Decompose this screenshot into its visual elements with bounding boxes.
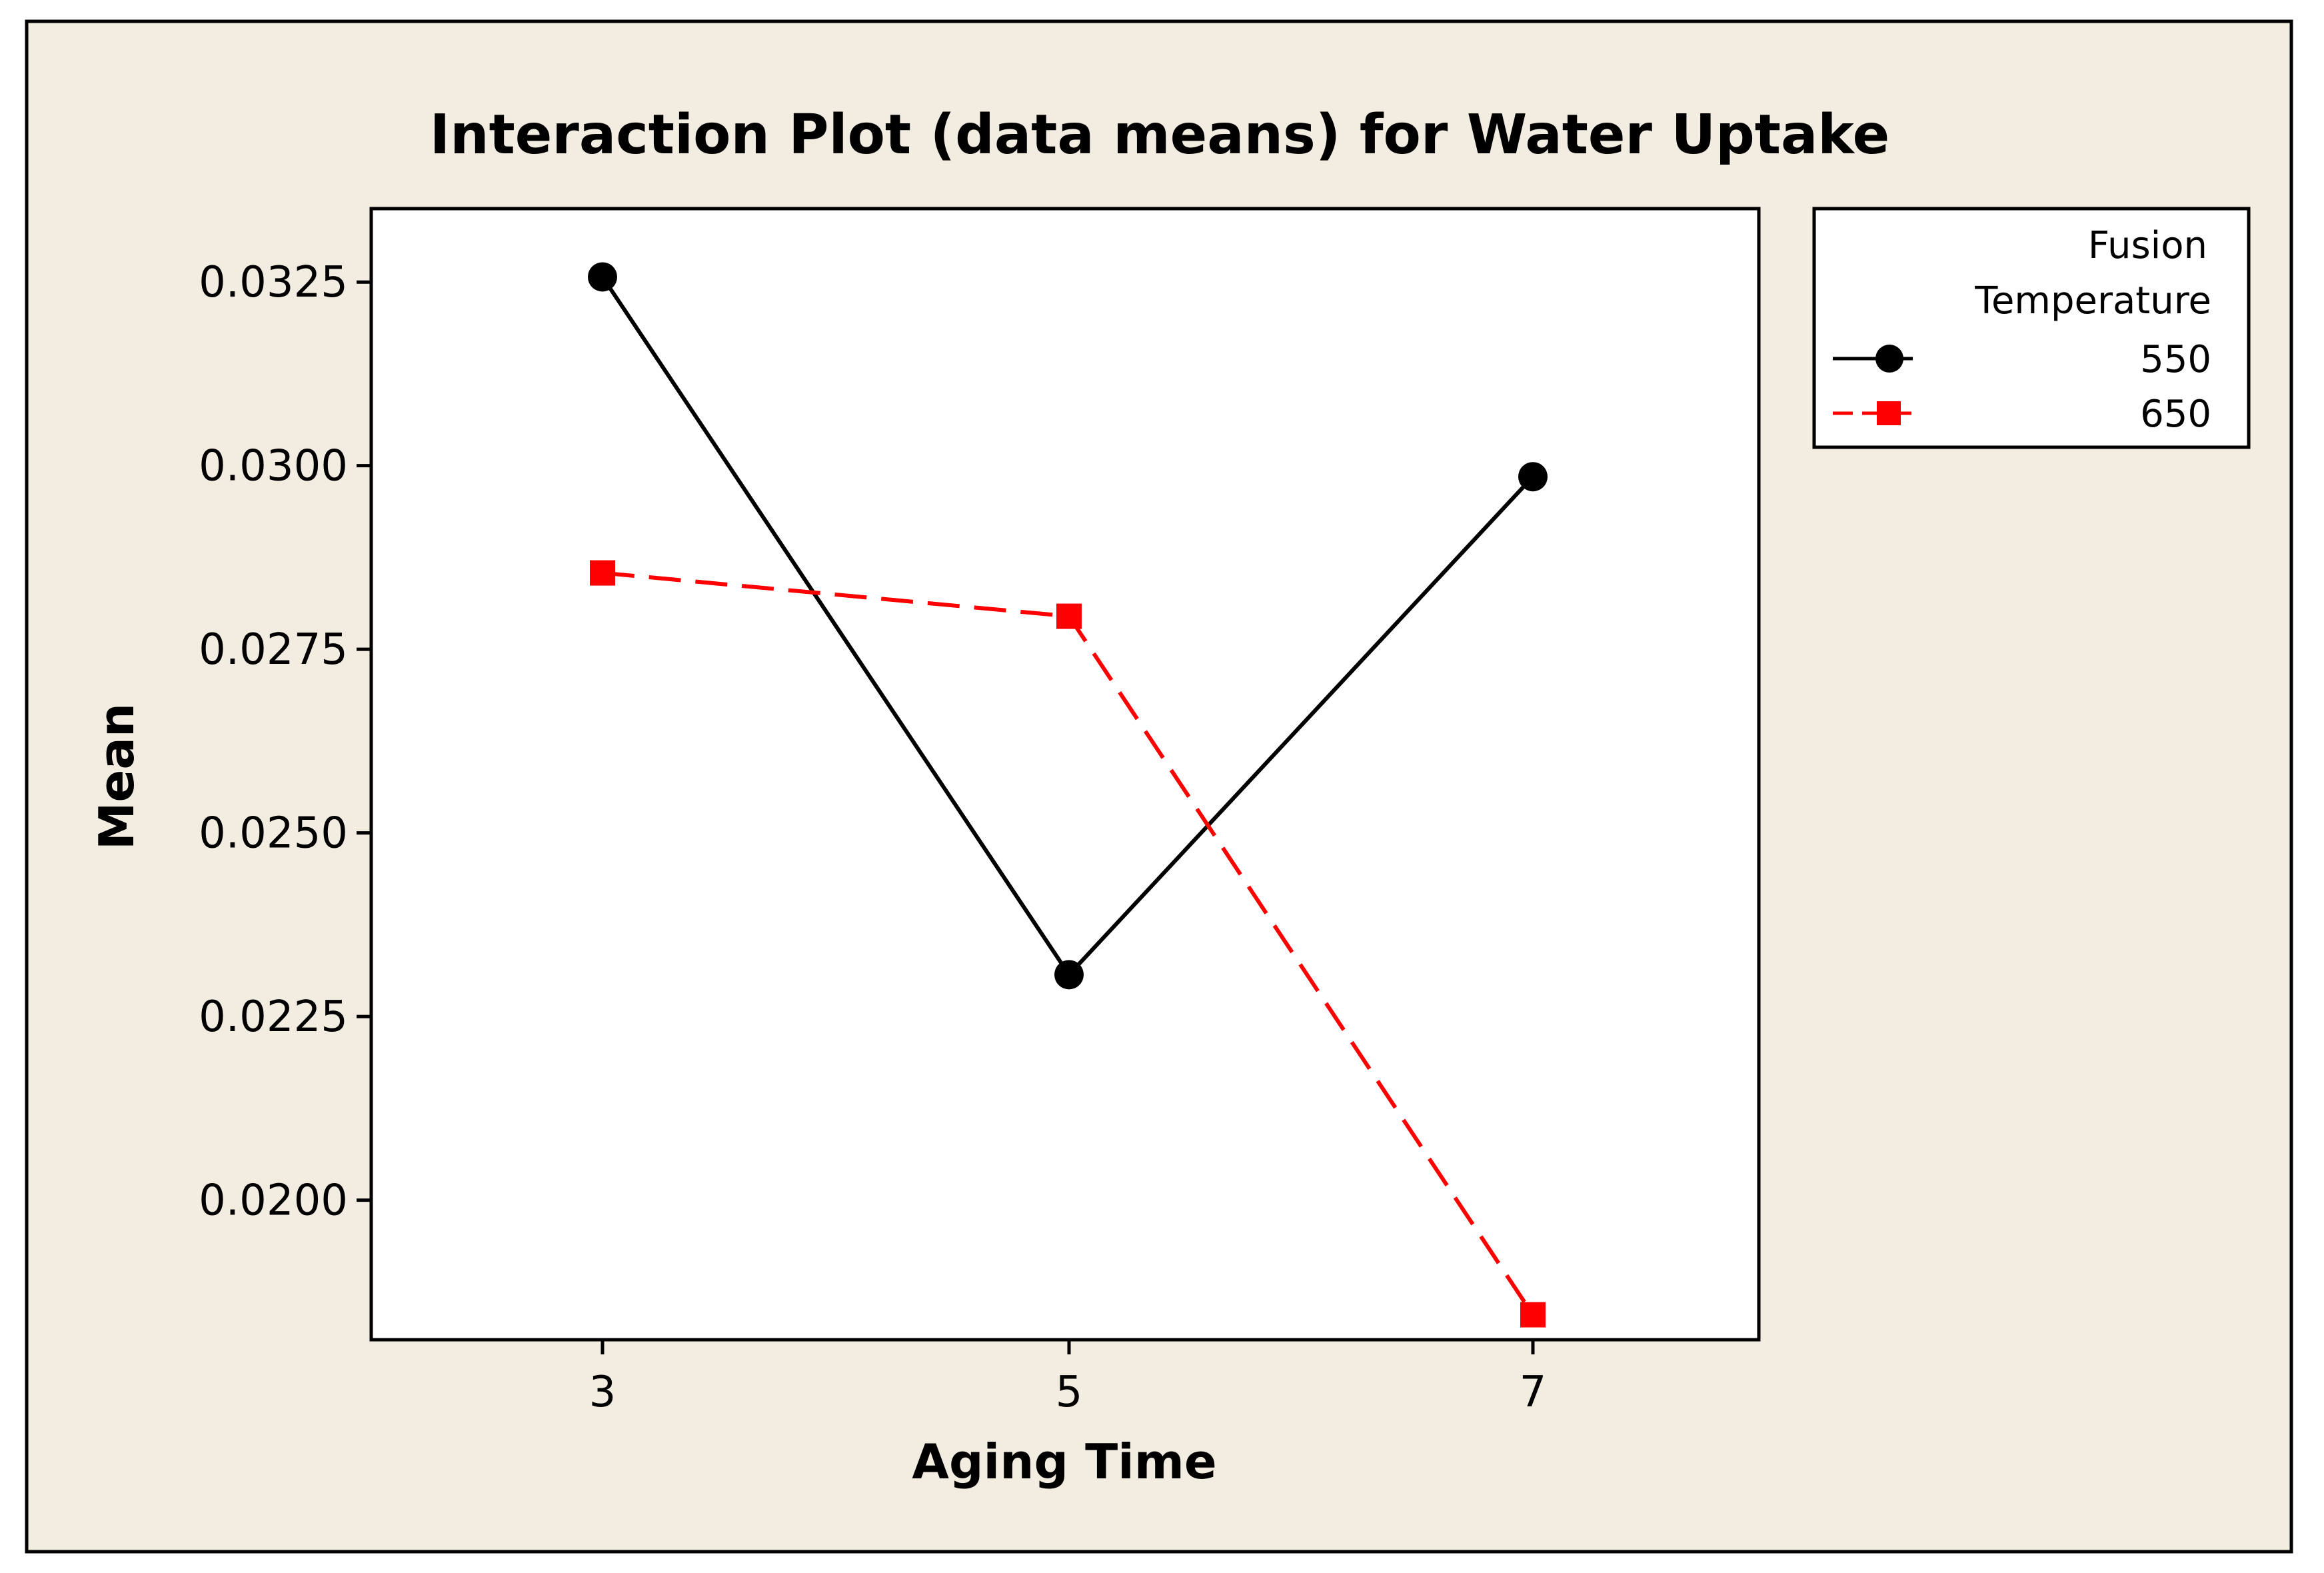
legend-entry-550: 550 [1833,338,2211,381]
data-point-550 [588,262,617,292]
series-layer [588,262,1548,1328]
data-point-650 [1056,603,1082,629]
legend-label-550: 550 [2140,338,2211,381]
x-tick-label: 3 [589,1368,616,1417]
y-tick-label: 0.0200 [199,1176,348,1226]
legend-marker-550 [1875,345,1903,373]
x-axis: 3 5 7 [589,1340,1547,1417]
series-550 [588,262,1548,990]
legend-label-650: 650 [2140,393,2211,436]
data-point-650 [1520,1302,1546,1328]
y-tick-label: 0.0300 [199,442,348,491]
data-point-550 [1518,462,1548,492]
y-tick-label: 0.0275 [199,625,348,675]
y-axis: 0.0200 0.0225 0.0250 0.0275 0.0300 0.0325 [199,258,371,1226]
y-tick-label: 0.0325 [199,258,348,307]
x-tick-label: 5 [1056,1368,1083,1417]
legend-marker-650 [1877,401,1901,425]
x-axis-label: Aging Time [912,1434,1216,1490]
data-point-650 [590,560,615,586]
plot-area [369,207,1761,1342]
legend-entry-650: 650 [1833,393,2211,436]
chart-title: Interaction Plot (data means) for Water … [430,103,1890,167]
data-point-550 [1054,960,1084,990]
legend-title-line1: Fusion [2088,224,2207,267]
legend-title-line2: Temperature [1974,279,2211,323]
series-650 [590,560,1546,1328]
x-tick-label: 7 [1520,1368,1547,1417]
y-tick-label: 0.0250 [199,809,348,858]
y-tick-label: 0.0225 [199,992,348,1042]
y-axis-label: Mean [89,703,145,850]
